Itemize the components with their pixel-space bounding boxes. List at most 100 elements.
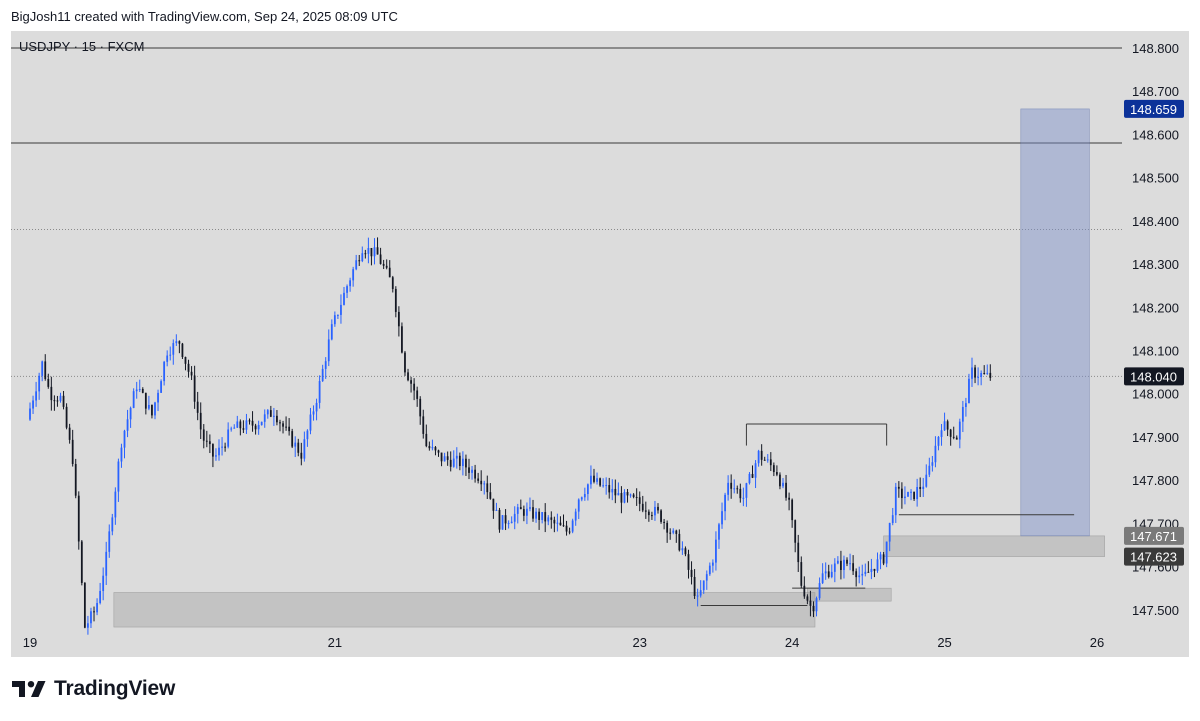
- target-box[interactable]: [1020, 108, 1090, 537]
- candle-body: [919, 487, 922, 489]
- candle-body: [718, 524, 720, 540]
- candle-body: [108, 531, 111, 552]
- candle-body: [821, 573, 824, 584]
- candle-body: [181, 343, 184, 357]
- date-tick-label: 19: [23, 635, 37, 650]
- plot-area[interactable]: [11, 31, 1122, 657]
- candle-body: [586, 484, 589, 495]
- candle-body: [748, 473, 751, 484]
- price-tick-label: 148.600: [1132, 127, 1179, 142]
- support-zone[interactable]: [883, 535, 1105, 557]
- candle-body: [318, 381, 321, 403]
- candle-body: [943, 421, 946, 431]
- candle-body: [212, 444, 214, 457]
- candle-body: [590, 475, 592, 485]
- candle-body: [904, 496, 906, 499]
- candle-body: [41, 361, 44, 376]
- candle-body: [562, 525, 565, 527]
- candle-body: [276, 415, 278, 423]
- candle-body: [498, 509, 501, 530]
- candle-body: [891, 515, 894, 523]
- candle-body: [294, 442, 297, 447]
- horizontal-lines: [11, 47, 1122, 377]
- candle-body: [815, 598, 818, 612]
- date-ticks: 19 21 23 24 25 26: [23, 635, 1104, 650]
- candle-body: [90, 611, 92, 624]
- support-zone[interactable]: [113, 592, 816, 628]
- candle-body: [391, 277, 394, 289]
- candle-body: [65, 406, 68, 428]
- candle-body: [937, 436, 940, 446]
- candle-body: [477, 478, 480, 481]
- candle-body: [867, 571, 870, 573]
- price-label-box: [1124, 99, 1184, 118]
- price-tick-label: 148.500: [1132, 171, 1179, 186]
- candle-body: [157, 392, 159, 403]
- candle-body: [788, 497, 790, 500]
- candle-body: [327, 339, 330, 362]
- candle-body: [794, 520, 797, 543]
- candle-body: [324, 361, 327, 369]
- candle-body: [337, 314, 339, 316]
- candle-body: [522, 509, 525, 516]
- candle-body: [303, 439, 306, 459]
- price-tick-label: 148.800: [1132, 41, 1179, 56]
- candle-body: [233, 427, 236, 429]
- candle-body: [699, 590, 702, 596]
- candle-body: [529, 507, 531, 509]
- candle-body: [346, 286, 348, 293]
- candle-body: [647, 511, 650, 516]
- price-tick-label: 148.700: [1132, 84, 1179, 99]
- candle-body: [961, 406, 964, 422]
- candle-body: [971, 367, 973, 379]
- candle-body: [455, 455, 458, 459]
- candle-body: [696, 595, 699, 597]
- candle-body: [38, 375, 41, 392]
- candle-body: [654, 506, 656, 516]
- candle-body: [812, 605, 815, 612]
- candle-body: [56, 400, 59, 402]
- candle-body: [955, 437, 958, 440]
- candle-body: [352, 269, 355, 281]
- candle-body: [779, 474, 781, 487]
- candle-body: [663, 521, 666, 523]
- candle-body: [553, 519, 556, 524]
- candle-body: [556, 522, 559, 524]
- candle-body: [806, 596, 809, 601]
- candle-body: [861, 573, 864, 576]
- candle-body: [507, 523, 510, 525]
- candle-body: [559, 522, 562, 526]
- candle-body: [980, 373, 983, 377]
- candle-body: [626, 492, 629, 496]
- candle-body: [141, 389, 144, 393]
- candle-body: [544, 512, 547, 522]
- candle-body: [852, 563, 855, 572]
- candle-body: [721, 511, 723, 525]
- candle-body: [452, 458, 455, 467]
- tradingview-logo[interactable]: TradingView: [12, 676, 175, 702]
- candle-body: [437, 450, 440, 453]
- candle-body: [864, 571, 867, 574]
- candle-body: [583, 494, 586, 498]
- price-tick-label: 148.200: [1132, 300, 1179, 315]
- candle-body: [367, 248, 370, 254]
- candle-body: [413, 383, 416, 391]
- candle-body: [77, 495, 80, 542]
- candle-body: [791, 499, 794, 521]
- candle-body: [385, 265, 388, 268]
- candle-body: [361, 253, 364, 262]
- candle-body: [977, 376, 980, 378]
- candle-body: [486, 483, 489, 493]
- candle-body: [593, 475, 595, 482]
- price-tick-label: 148.000: [1132, 387, 1179, 402]
- candle-body: [916, 487, 919, 500]
- candle-body: [218, 447, 220, 456]
- candle-body: [501, 515, 504, 530]
- candle-body: [504, 515, 507, 524]
- candle-body: [221, 446, 223, 448]
- candle-body: [965, 403, 967, 407]
- candle-body: [934, 445, 937, 463]
- candle-body: [245, 420, 248, 430]
- candle-body: [401, 326, 403, 353]
